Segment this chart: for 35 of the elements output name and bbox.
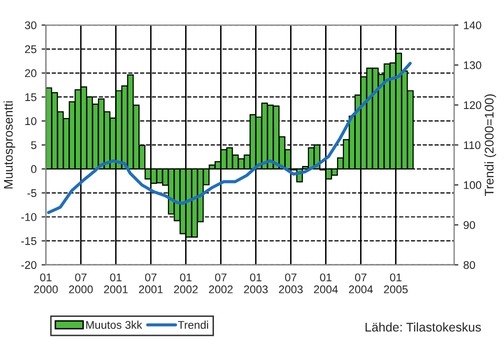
y-tick-label: -10 [21,213,36,222]
y2-tick-label: 100 [464,181,482,190]
y2-tick-label: 130 [464,61,482,70]
y2-tick-label: 120 [464,101,482,110]
x-tick-label: 01 2004 [314,273,338,294]
y-tick-label: 30 [24,21,36,30]
legend-label: Trendi [178,320,208,329]
y-axis-title: Muutosprosentti [4,101,16,188]
y-tick-label: 20 [25,69,36,78]
y-tick-label: 15 [25,93,36,102]
y-tick-label: 0 [31,165,36,174]
y-tick-label: 5 [31,141,36,150]
x-tick-label: 07 2004 [348,273,373,294]
y-tick-label: -20 [21,261,36,269]
y2-tick-label: 140 [464,21,482,30]
x-tick-label: 01 2005 [384,273,408,294]
y-tick-label: -15 [21,237,36,245]
y2-axis-title: Trendi (2000=100) [484,94,496,196]
y-tick-label: 25 [25,45,36,54]
x-tick-label: 07 2001 [139,273,163,294]
y2-tick-label: 80 [464,261,476,269]
y2-tick-label: 110 [464,141,480,150]
y-tick-label: -5 [27,189,36,198]
x-tick-label: 01 2002 [174,273,198,294]
text: Lähde: Tilastokeskus [366,322,481,332]
x-tick-label: 01 2001 [104,273,128,294]
y-tick-label: 10 [25,117,36,126]
x-tick-label: 07 2003 [279,273,303,294]
x-tick-label: 07 2002 [209,273,233,294]
legend-label: Muutos 3kk [86,320,142,329]
x-tick-label: 01 2000 [34,273,58,294]
line-series [47,62,412,214]
y2-tick-label: 90 [464,221,476,229]
x-tick-label: 01 2003 [244,273,268,294]
x-tick-label: 07 2000 [69,273,93,294]
